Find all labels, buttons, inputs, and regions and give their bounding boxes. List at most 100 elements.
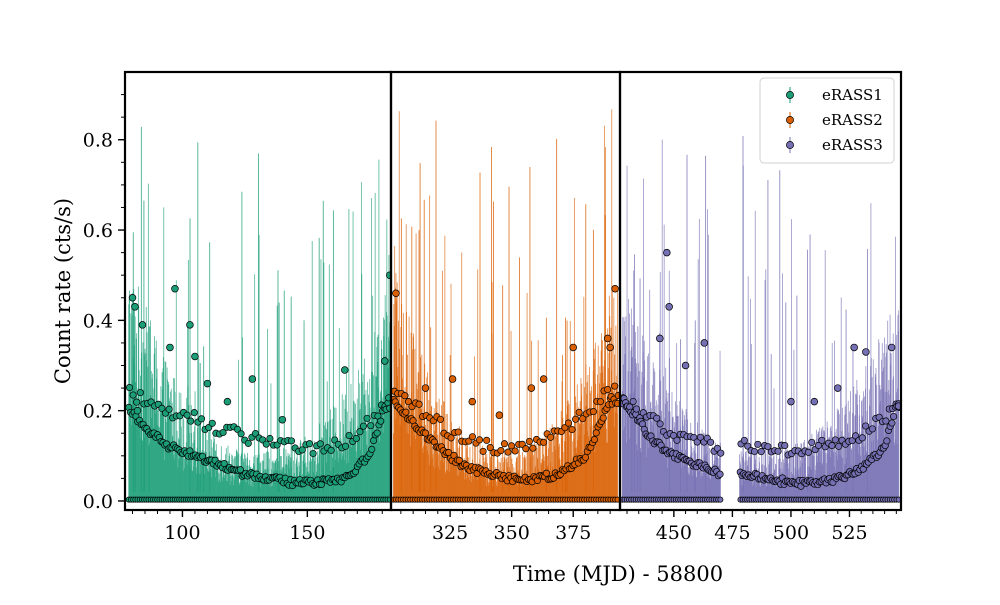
data-point bbox=[525, 437, 533, 445]
x-tick-label: 475 bbox=[714, 522, 750, 544]
legend-label: eRASS2 bbox=[822, 111, 883, 129]
y-tick-label: 0.0 bbox=[83, 491, 113, 513]
data-point bbox=[850, 343, 858, 352]
data-point bbox=[367, 422, 375, 430]
data-point bbox=[522, 445, 530, 453]
data-point bbox=[373, 429, 381, 437]
data-point bbox=[527, 384, 536, 392]
data-point bbox=[599, 414, 607, 422]
data-point bbox=[540, 438, 548, 446]
data-point bbox=[862, 348, 870, 356]
data-point bbox=[572, 415, 580, 423]
data-point bbox=[386, 404, 391, 412]
data-point bbox=[448, 375, 457, 383]
data-point bbox=[504, 448, 512, 456]
data-point bbox=[359, 422, 368, 430]
data-point bbox=[717, 449, 725, 457]
data-point bbox=[128, 294, 137, 302]
y-axis-label: Count rate (cts/s) bbox=[51, 198, 75, 384]
data-point bbox=[818, 436, 826, 444]
data-point bbox=[835, 442, 843, 450]
data-point bbox=[191, 352, 199, 361]
data-point bbox=[887, 343, 896, 352]
points-eRASS2 bbox=[391, 284, 620, 503]
data-point bbox=[186, 321, 194, 329]
data-point bbox=[894, 402, 901, 410]
data-point bbox=[381, 357, 389, 365]
data-point bbox=[632, 405, 641, 413]
data-point bbox=[614, 391, 620, 400]
data-point bbox=[581, 453, 590, 461]
y-axis-ticks: 0.0 0.2 0.4 0.6 0.8 bbox=[83, 94, 125, 513]
data-point bbox=[305, 440, 314, 448]
x-axis-ticks: 100 150 325 350 375 450 475 500 525 bbox=[131, 510, 897, 544]
data-point bbox=[804, 448, 812, 456]
data-point bbox=[663, 248, 671, 257]
data-point bbox=[158, 404, 166, 412]
series-eRASS2 bbox=[391, 109, 620, 503]
legend-marker bbox=[786, 116, 794, 124]
data-point bbox=[368, 445, 376, 453]
data-point bbox=[402, 408, 410, 416]
legend: eRASS1 eRASS2 eRASS3 bbox=[759, 77, 895, 164]
data-point bbox=[568, 425, 576, 434]
data-point bbox=[539, 375, 548, 383]
data-point bbox=[603, 334, 612, 343]
x-axis-label: Time (MJD) - 58800 bbox=[513, 562, 723, 586]
data-point bbox=[754, 440, 762, 448]
points-eRASS1 bbox=[125, 271, 391, 503]
data-point bbox=[455, 456, 463, 464]
data-point bbox=[673, 436, 681, 444]
data-point bbox=[511, 447, 519, 455]
data-point bbox=[377, 417, 385, 425]
data-point bbox=[298, 446, 306, 454]
panel-frame-eRASS3 bbox=[618, 70, 903, 512]
data-point bbox=[327, 446, 335, 454]
x-tick-label: 350 bbox=[494, 522, 530, 544]
data-point bbox=[589, 408, 597, 416]
data-point bbox=[363, 414, 371, 422]
data-point bbox=[278, 415, 287, 424]
legend-item-eRASS2: eRASS2 bbox=[786, 111, 883, 129]
data-point bbox=[529, 444, 537, 452]
data-point bbox=[604, 386, 612, 394]
data-point bbox=[579, 415, 587, 423]
data-point bbox=[356, 428, 364, 436]
x-tick-label: 100 bbox=[164, 522, 200, 544]
data-point bbox=[468, 397, 477, 406]
data-point bbox=[447, 434, 455, 442]
data-point bbox=[590, 436, 598, 444]
data-point bbox=[787, 397, 795, 406]
x-tick-label: 500 bbox=[773, 522, 809, 544]
data-point bbox=[774, 447, 782, 455]
data-point bbox=[834, 384, 842, 392]
data-point bbox=[287, 437, 296, 445]
data-point bbox=[486, 444, 494, 452]
data-point bbox=[183, 411, 191, 419]
data-point bbox=[316, 440, 324, 448]
data-layer bbox=[125, 109, 901, 503]
data-point bbox=[883, 437, 891, 445]
data-point bbox=[781, 442, 789, 450]
data-point bbox=[421, 429, 430, 437]
data-point bbox=[370, 437, 378, 445]
data-point bbox=[219, 428, 227, 437]
data-point bbox=[596, 398, 605, 406]
data-point bbox=[166, 343, 174, 352]
y-tick-label: 0.2 bbox=[83, 401, 113, 423]
data-point bbox=[868, 425, 876, 433]
data-point bbox=[401, 392, 409, 400]
data-point bbox=[133, 406, 142, 415]
data-point bbox=[707, 438, 715, 446]
data-point bbox=[656, 420, 664, 428]
data-point bbox=[713, 444, 721, 452]
points-eRASS3 bbox=[620, 248, 901, 503]
data-point bbox=[614, 496, 620, 503]
data-point bbox=[385, 394, 391, 402]
data-point bbox=[895, 496, 901, 503]
data-point bbox=[606, 343, 614, 352]
data-point bbox=[262, 440, 270, 448]
data-point bbox=[575, 408, 583, 416]
data-point bbox=[244, 439, 252, 447]
